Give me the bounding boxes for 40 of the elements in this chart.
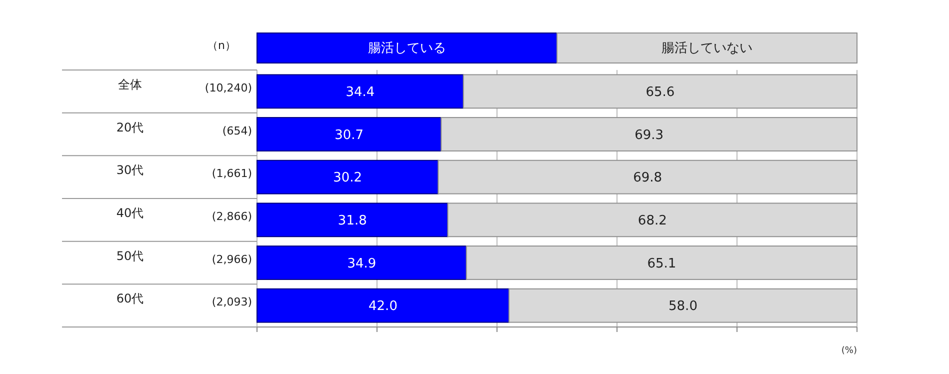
- text: (654): [222, 124, 252, 138]
- y-tick-label: 40代: [116, 206, 144, 220]
- data-label: 31.8: [338, 213, 367, 228]
- series-label: 腸活している: [368, 41, 446, 56]
- data-label: 30.2: [333, 170, 362, 186]
- bar: [447, 202, 858, 238]
- x-axis-title: (%): [841, 346, 857, 356]
- data-label: 69.3: [634, 128, 664, 143]
- data-label: 69.8: [633, 170, 662, 186]
- text: (10,240): [204, 81, 252, 94]
- y-tick-label: 30代: [116, 163, 144, 178]
- bar: [256, 74, 464, 109]
- y-tick-label: 50代: [116, 248, 144, 263]
- bar: [438, 160, 858, 194]
- text: (1,661): [212, 167, 252, 180]
- y-tick-label: 20代: [116, 120, 144, 134]
- bar: [256, 160, 439, 194]
- y-tick-label: 60代: [116, 292, 144, 306]
- bar: [256, 117, 442, 152]
- data-label: 58.0: [668, 299, 698, 314]
- text: (2,866): [212, 210, 252, 223]
- bar: [508, 288, 858, 323]
- bar: [256, 202, 448, 238]
- data-label: 68.2: [638, 213, 667, 228]
- y-tick-label: 全体: [118, 77, 142, 92]
- text: (2,966): [212, 252, 252, 266]
- text: （n）: [207, 39, 236, 52]
- data-label: 34.9: [347, 256, 376, 272]
- bar: [256, 288, 510, 323]
- series-label: 腸活していない: [662, 41, 752, 56]
- bar: [462, 74, 858, 109]
- data-label: 65.6: [646, 84, 675, 100]
- bar: [256, 246, 467, 280]
- data-label: 42.0: [368, 299, 398, 314]
- bar: [440, 117, 858, 152]
- text: (2,093): [212, 296, 252, 309]
- data-label: 34.4: [346, 84, 375, 100]
- bar: [466, 246, 858, 280]
- data-label: 65.1: [647, 256, 676, 272]
- data-label: 30.7: [334, 128, 364, 143]
